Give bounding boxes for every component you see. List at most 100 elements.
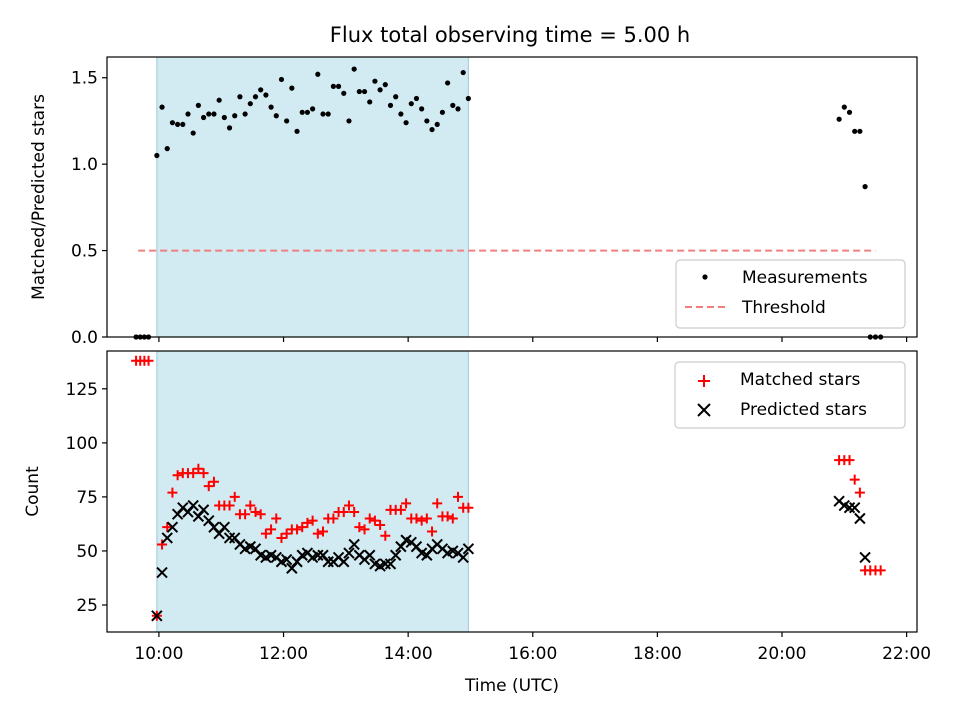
matched-star-marker: [266, 524, 277, 535]
measurement-point: [195, 102, 201, 108]
predicted-star-marker: [848, 502, 861, 514]
measurement-point: [304, 109, 311, 115]
measurement-point: [206, 111, 212, 117]
matched-star-marker: [302, 517, 313, 528]
matched-star-marker: [240, 509, 251, 520]
y-axis-label: Count: [23, 466, 43, 517]
matched-star-marker: [401, 498, 412, 509]
predicted-star-marker: [384, 558, 397, 570]
x-axis-label: Time (UTC): [464, 676, 559, 696]
y-tick-label: 25: [76, 596, 98, 616]
measurement-point: [242, 111, 248, 117]
measurement-point: [278, 76, 285, 83]
matched-star-marker: [447, 513, 458, 524]
predicted-star-marker: [161, 532, 173, 544]
predicted-star-marker: [312, 549, 324, 561]
measurement-point: [216, 97, 222, 103]
predicted-star-marker: [364, 549, 376, 561]
measurement-point: [310, 106, 316, 112]
measurement-point: [852, 128, 858, 134]
observing-window-shade: [156, 56, 469, 338]
measurement-point: [185, 111, 191, 117]
figure-title: Flux total observing time = 5.00 h: [330, 23, 690, 47]
predicted-star-marker: [218, 521, 231, 533]
x-tick-label: 16:00: [508, 644, 557, 664]
matched-star-marker: [875, 565, 886, 576]
matched-star-marker: [844, 455, 855, 466]
y-tick-label: 75: [76, 488, 98, 508]
legend: Measurements Threshold: [675, 259, 906, 329]
measurement-point: [424, 118, 430, 124]
measurement-point: [862, 184, 868, 190]
measurement-point: [330, 83, 336, 89]
measurement-point: [346, 118, 352, 124]
predicted-star-marker: [343, 547, 355, 559]
measurement-point: [175, 121, 181, 128]
legend-measurement-marker: [702, 274, 708, 280]
matched-star-marker: [427, 526, 438, 537]
matched-star-marker: [421, 513, 432, 524]
series-predicted-stars: [151, 495, 871, 622]
matched-star-marker: [411, 513, 422, 524]
measurement-point: [299, 109, 305, 115]
matched-star-marker: [198, 468, 209, 479]
matched-star-marker: [255, 509, 266, 520]
matched-star-marker: [312, 528, 323, 539]
matched-star-marker: [338, 507, 349, 518]
plot-frame: [106, 56, 918, 338]
matched-star-marker: [432, 498, 443, 509]
measurement-point: [398, 111, 404, 117]
matched-star-marker: [224, 500, 235, 511]
legend-label-predicted: Predicted stars: [740, 400, 867, 420]
matched-star-marker: [380, 530, 391, 541]
measurement-point: [382, 82, 388, 88]
measurement-point: [154, 152, 160, 159]
matched-star-marker: [364, 513, 375, 524]
y-tick-label: 0.0: [71, 328, 98, 348]
measurement-point: [268, 104, 274, 110]
matched-star-marker: [157, 539, 168, 550]
predicted-star-marker: [348, 538, 360, 551]
measurement-point: [294, 128, 300, 134]
matched-star-marker: [167, 487, 178, 498]
measurement-point: [341, 90, 347, 96]
measurement-point: [403, 120, 409, 126]
predicted-star-marker: [223, 532, 236, 544]
matched-star-marker: [354, 522, 365, 533]
matched-star-marker: [463, 502, 474, 513]
predicted-star-marker: [338, 556, 350, 568]
measurement-point: [159, 104, 165, 110]
y-tick-label: 100: [66, 434, 98, 454]
x-tick-label: 22:00: [882, 644, 931, 664]
predicted-star-marker: [166, 521, 179, 533]
legend-label-matched: Matched stars: [740, 370, 860, 390]
matched-star-marker: [395, 504, 406, 515]
measurement-point: [377, 87, 383, 93]
predicted-star-marker: [462, 543, 475, 555]
predicted-star-marker: [843, 502, 856, 514]
matched-star-marker: [416, 515, 427, 526]
measurement-point: [232, 113, 238, 119]
measurement-point: [273, 113, 279, 119]
y-tick-label: 125: [66, 380, 98, 400]
matched-star-marker: [453, 491, 463, 502]
matched-star-marker: [307, 515, 318, 526]
measurement-point: [445, 80, 451, 86]
measurement-point: [361, 88, 368, 95]
matched-star-marker: [188, 468, 199, 479]
matched-star-marker: [318, 526, 328, 537]
measurement-point: [320, 111, 326, 117]
matched-star-marker: [442, 511, 453, 522]
measurement-point: [351, 66, 357, 72]
measurement-point: [211, 111, 217, 117]
matched-star-marker: [343, 500, 354, 511]
matched-star-marker: [172, 470, 183, 481]
measurement-point: [284, 118, 290, 124]
legend-predicted-marker: [697, 403, 711, 417]
predicted-star-marker: [854, 512, 866, 525]
matched-star-marker: [250, 507, 261, 518]
matched-star-marker: [349, 507, 360, 518]
predicted-star-marker: [389, 549, 402, 561]
y-tick-label: 1.5: [71, 69, 98, 89]
